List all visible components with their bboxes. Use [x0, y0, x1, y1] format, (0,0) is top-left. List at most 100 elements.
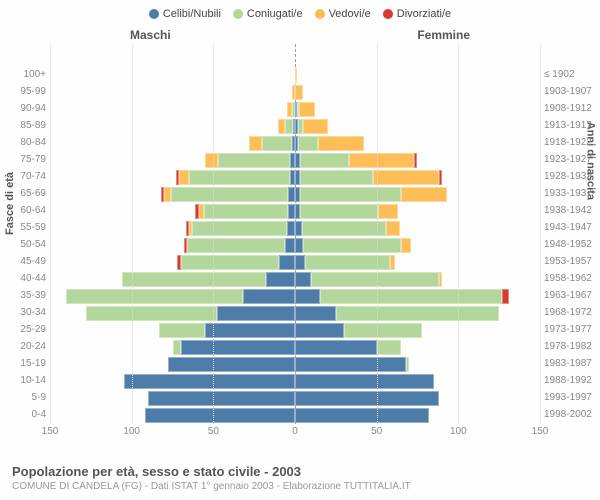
female-bar — [295, 119, 540, 134]
pyramid-row: 60-641938-1942 — [50, 203, 540, 220]
bar-segment — [303, 238, 401, 253]
bar-segment — [336, 306, 499, 321]
pyramid-row: 90-941908-1912 — [50, 101, 540, 118]
pyramid-row: 35-391963-1967 — [50, 288, 540, 305]
female-bar — [295, 306, 540, 321]
bar-segment — [243, 289, 295, 304]
age-label: 85-89 — [12, 120, 46, 131]
age-label: 65-69 — [12, 188, 46, 199]
age-label: 70-74 — [12, 171, 46, 182]
bar-segment — [217, 306, 295, 321]
age-label: 20-24 — [12, 341, 46, 352]
x-axis: 15010050050100150 — [50, 426, 540, 440]
bar-segment — [279, 255, 295, 270]
gridline — [132, 44, 133, 424]
age-label: 100+ — [12, 69, 46, 80]
bar-segment — [377, 340, 402, 355]
male-bar — [50, 289, 295, 304]
bar-segment — [168, 357, 295, 372]
female-bar — [295, 187, 540, 202]
legend-label: Divorziati/e — [397, 8, 451, 20]
male-bar — [50, 374, 295, 389]
bar-segment — [192, 221, 287, 236]
male-bar — [50, 306, 295, 321]
male-bar — [50, 272, 295, 287]
legend-swatch — [383, 9, 393, 19]
legend-item: Vedovi/e — [315, 8, 371, 20]
bar-segment — [295, 289, 320, 304]
bar-segment — [295, 408, 429, 423]
bar-segment — [181, 255, 279, 270]
bar-segment — [287, 221, 295, 236]
pyramid-row: 95-991903-1907 — [50, 84, 540, 101]
male-bar — [50, 68, 295, 83]
chart-subtitle: COMUNE DI CANDELA (FG) - Dati ISTAT 1° g… — [12, 481, 588, 492]
birth-year-label: 1928-1932 — [544, 171, 596, 182]
x-tick-label: 0 — [292, 426, 298, 437]
birth-year-label: 1993-1997 — [544, 392, 596, 403]
bar-segment — [266, 272, 295, 287]
legend-swatch — [233, 9, 243, 19]
bar-segment — [122, 272, 266, 287]
bar-segment — [295, 255, 305, 270]
legend-swatch — [315, 9, 325, 19]
male-bar — [50, 187, 295, 202]
female-bar — [295, 323, 540, 338]
pyramid-row: 55-591943-1947 — [50, 220, 540, 237]
female-bar — [295, 153, 540, 168]
bar-segment — [439, 272, 442, 287]
chart-title: Popolazione per età, sesso e stato civil… — [12, 464, 588, 479]
age-label: 55-59 — [12, 222, 46, 233]
x-tick-label: 150 — [532, 426, 549, 437]
bar-segment — [300, 170, 374, 185]
bar-segment — [344, 323, 422, 338]
bar-segment — [66, 289, 242, 304]
birth-year-label: 1973-1977 — [544, 324, 596, 335]
age-label: 90-94 — [12, 103, 46, 114]
bar-segment — [295, 306, 336, 321]
gridline — [377, 44, 378, 424]
male-bar — [50, 119, 295, 134]
bar-segment — [285, 119, 293, 134]
x-tick-label: 150 — [42, 426, 59, 437]
x-tick-label: 50 — [371, 426, 382, 437]
birth-year-label: 1968-1972 — [544, 307, 596, 318]
bar-segment — [303, 119, 328, 134]
birth-year-label: ≤ 1902 — [544, 69, 596, 80]
bar-segment — [378, 204, 398, 219]
birth-year-label: 1958-1962 — [544, 273, 596, 284]
bar-segment — [349, 153, 414, 168]
bar-segment — [401, 238, 411, 253]
male-bar — [50, 204, 295, 219]
pyramid-row: 5-91993-1997 — [50, 390, 540, 407]
male-bar — [50, 136, 295, 151]
male-bar — [50, 340, 295, 355]
bar-segment — [295, 85, 303, 100]
age-label: 35-39 — [12, 290, 46, 301]
bar-segment — [439, 170, 442, 185]
gridline — [50, 44, 51, 424]
bar-segment — [285, 238, 295, 253]
legend-label: Coniugati/e — [247, 8, 303, 20]
legend-item: Coniugati/e — [233, 8, 303, 20]
male-bar — [50, 255, 295, 270]
age-label: 60-64 — [12, 205, 46, 216]
bar-segment — [181, 340, 295, 355]
pyramid-row: 80-841918-1922 — [50, 135, 540, 152]
birth-year-label: 1983-1987 — [544, 358, 596, 369]
pyramid-row: 100+≤ 1902 — [50, 67, 540, 84]
bar-segment — [86, 306, 217, 321]
female-bar — [295, 408, 540, 423]
bar-segment — [406, 357, 409, 372]
male-bar — [50, 170, 295, 185]
pyramid-row: 85-891913-1917 — [50, 118, 540, 135]
bar-segment — [295, 68, 297, 83]
bar-segment — [173, 340, 181, 355]
legend-label: Vedovi/e — [329, 8, 371, 20]
age-label: 10-14 — [12, 375, 46, 386]
birth-year-label: 1918-1922 — [544, 137, 596, 148]
bar-segment — [218, 153, 290, 168]
pyramid-row: 10-141988-1992 — [50, 373, 540, 390]
bar-segment — [300, 153, 349, 168]
age-label: 30-34 — [12, 307, 46, 318]
